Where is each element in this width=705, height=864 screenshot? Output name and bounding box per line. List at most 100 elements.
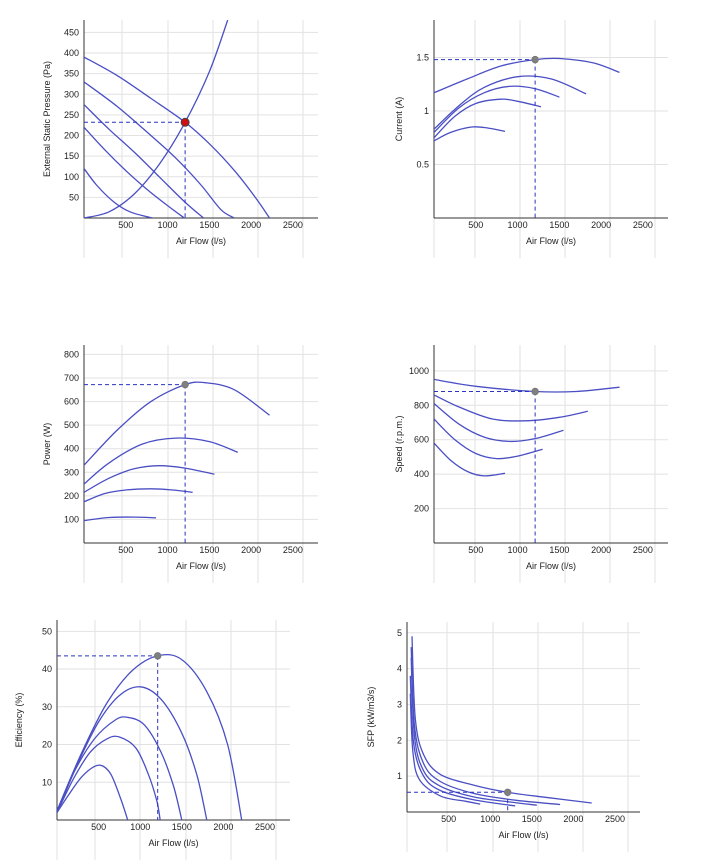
pressure-ytick-label: 150	[64, 151, 79, 161]
speed-ytick-label: 1000	[409, 366, 429, 376]
speed-ytick-label: 600	[414, 435, 429, 445]
sfp-y-axis-title: SFP (kW/m3/s)	[366, 687, 376, 748]
sfp-plot-area	[409, 636, 592, 807]
sfp-series-line-2	[410, 647, 561, 806]
efficiency-ytick-label: 40	[42, 664, 52, 674]
power-y-axis-title: Power (W)	[42, 423, 52, 466]
power-ytick-label: 800	[64, 349, 79, 359]
efficiency-series-line-2	[57, 686, 208, 820]
current-xtick-label: 2000	[591, 220, 611, 230]
speed-series-line-3	[434, 403, 564, 443]
power-series-line-5	[84, 516, 156, 522]
efficiency-xtick-label: 1000	[130, 822, 150, 832]
sfp-xtick-label: 1000	[480, 814, 500, 824]
speed-operating-point[interactable]	[531, 387, 539, 396]
pressure-xtick-label: 1000	[158, 220, 178, 230]
current-y-axis-title: Current (A)	[394, 97, 404, 142]
speed-xtick-label: 2000	[591, 545, 611, 555]
pressure-series-line-1	[84, 56, 271, 218]
speed-ytick-label: 200	[414, 504, 429, 514]
speed-plot-area	[434, 378, 620, 477]
speed-xtick-label: 1500	[549, 545, 569, 555]
current-ytick-label: 1	[424, 106, 429, 116]
efficiency-x-axis-title: Air Flow (l/s)	[149, 838, 199, 848]
current-xtick-label: 500	[468, 220, 483, 230]
sfp-xtick-label: 1500	[522, 814, 542, 824]
pressure-xtick-label: 1500	[199, 220, 219, 230]
pressure-operating-point[interactable]	[180, 117, 190, 127]
power-operating-point[interactable]	[181, 380, 189, 389]
sfp-ytick-label: 3	[397, 699, 402, 709]
pressure-ytick-label: 50	[69, 192, 79, 202]
current-ytick-label: 0.5	[416, 159, 429, 169]
pressure-xtick-label: 500	[118, 220, 133, 230]
speed-x-axis-title: Air Flow (l/s)	[526, 561, 576, 571]
pressure-ytick-label: 450	[64, 27, 79, 37]
current-series-line-4	[434, 98, 542, 139]
pressure-system-curve	[84, 20, 229, 218]
pressure-ytick-label: 400	[64, 48, 79, 58]
current-operating-point[interactable]	[531, 55, 539, 64]
sfp-operating-point[interactable]	[503, 788, 512, 796]
sfp-xtick-label: 500	[441, 814, 456, 824]
sfp-series-line-1	[411, 636, 592, 804]
current-ytick-label: 1.5	[416, 52, 429, 62]
power-x-axis-title: Air Flow (l/s)	[176, 561, 226, 571]
pressure-x-axis-title: Air Flow (l/s)	[176, 236, 226, 246]
power-series-line-1	[84, 381, 270, 466]
efficiency-series-line-5	[57, 764, 129, 820]
sfp-series-line-4	[409, 675, 516, 807]
sfp-series-line-5	[409, 693, 481, 805]
efficiency-ytick-label: 30	[42, 702, 52, 712]
power-chart: 100 200 300 400 500 600 700 800 500 1000 1500 2000 2…	[42, 345, 318, 583]
pressure-series-line-2	[84, 81, 235, 218]
current-xtick-label: 1000	[508, 220, 528, 230]
pressure-ytick-label: 200	[64, 131, 79, 141]
power-series-line-2	[84, 437, 239, 485]
pressure-ytick-label: 100	[64, 172, 79, 182]
sfp-ytick-label: 4	[397, 664, 402, 674]
sfp-xtick-label: 2500	[605, 814, 625, 824]
pressure-y-axis-title: External Static Pressure (Pa)	[42, 61, 52, 177]
pressure-series-line-4	[84, 126, 185, 218]
efficiency-ytick-label: 10	[42, 777, 52, 787]
power-xtick-label: 2000	[241, 545, 261, 555]
power-ytick-label: 700	[64, 373, 79, 383]
speed-xtick-label: 1000	[508, 545, 528, 555]
efficiency-xtick-label: 500	[91, 822, 106, 832]
speed-xtick-label: 500	[468, 545, 483, 555]
power-ytick-label: 500	[64, 420, 79, 430]
current-chart: 0.5 1 1.5 500 1000 1500 2000 2500 Air Flow (l/s)…	[394, 20, 668, 258]
speed-y-axis-title: Speed (r.p.m.)	[394, 415, 404, 472]
pressure-plot-area	[84, 20, 271, 218]
current-plot-area	[434, 57, 620, 142]
power-plot-area	[84, 381, 270, 522]
pressure-ytick-label: 250	[64, 110, 79, 120]
speed-series-line-5	[434, 442, 506, 477]
pressure-xtick-label: 2000	[241, 220, 261, 230]
pressure-ytick-label: 300	[64, 89, 79, 99]
current-x-axis-title: Air Flow (l/s)	[526, 236, 576, 246]
speed-series-line-2	[434, 394, 588, 422]
power-xtick-label: 500	[118, 545, 133, 555]
power-xtick-label: 2500	[283, 545, 303, 555]
power-ytick-label: 600	[64, 397, 79, 407]
power-ytick-label: 100	[64, 514, 79, 524]
speed-xtick-label: 2500	[633, 545, 653, 555]
pressure-chart: 50 100 150 200 250 300 350 400 450 500 1000 1500 200…	[42, 20, 318, 258]
speed-ytick-label: 400	[414, 469, 429, 479]
current-xtick-label: 2500	[633, 220, 653, 230]
pressure-series-line-5	[84, 168, 153, 218]
efficiency-ytick-label: 50	[42, 626, 52, 636]
sfp-xtick-label: 2000	[563, 814, 583, 824]
sfp-ytick-label: 1	[397, 771, 402, 781]
efficiency-xtick-label: 2000	[213, 822, 233, 832]
power-ytick-label: 300	[64, 467, 79, 477]
efficiency-y-axis-title: Efficiency (%)	[14, 693, 24, 748]
power-xtick-label: 1000	[158, 545, 178, 555]
efficiency-series-line-4	[57, 735, 161, 820]
power-xtick-label: 1500	[199, 545, 219, 555]
sfp-series-line-3	[410, 657, 537, 806]
efficiency-operating-point[interactable]	[153, 652, 162, 660]
